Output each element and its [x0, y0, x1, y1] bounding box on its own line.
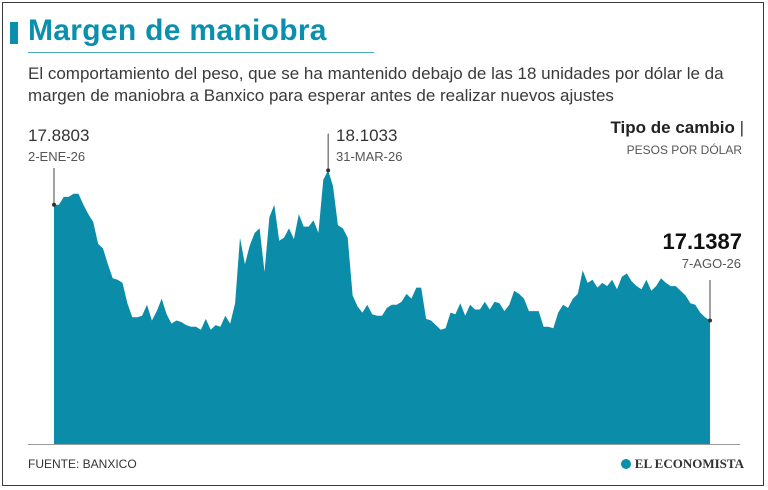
- first-date-label: 2-ENE-26: [28, 149, 86, 164]
- brand-icon: [620, 459, 631, 469]
- max-date-label: 31-MAR-26: [336, 149, 403, 164]
- legend-unit: PESOS POR DÓLAR: [626, 143, 742, 157]
- first-point-marker: [52, 202, 56, 207]
- last-value-label: 17.1387: [662, 229, 742, 254]
- max-value-label: 18.1033: [336, 126, 398, 145]
- source-note: FUENTE: BANXICO: [28, 457, 137, 471]
- title-underline: [28, 52, 374, 53]
- last-point-marker: [708, 318, 712, 323]
- series-area: [54, 170, 710, 445]
- chart-subtitle: El comportamiento del peso, que se ha ma…: [28, 64, 724, 105]
- last-date-label: 7-AGO-26: [681, 256, 741, 271]
- legend-separator: |: [739, 118, 744, 137]
- legend-title: Tipo de cambio |: [610, 118, 744, 138]
- chart-title: Margen de maniobra: [28, 14, 327, 47]
- max-point-marker: [326, 168, 331, 173]
- first-value-label: 17.8803: [28, 126, 90, 145]
- legend-title-text: Tipo de cambio: [610, 118, 735, 137]
- brand-logo: EL ECONOMISTA: [620, 456, 744, 472]
- brand-name: EL ECONOMISTA: [634, 456, 744, 471]
- title-accent-bar: [10, 22, 18, 44]
